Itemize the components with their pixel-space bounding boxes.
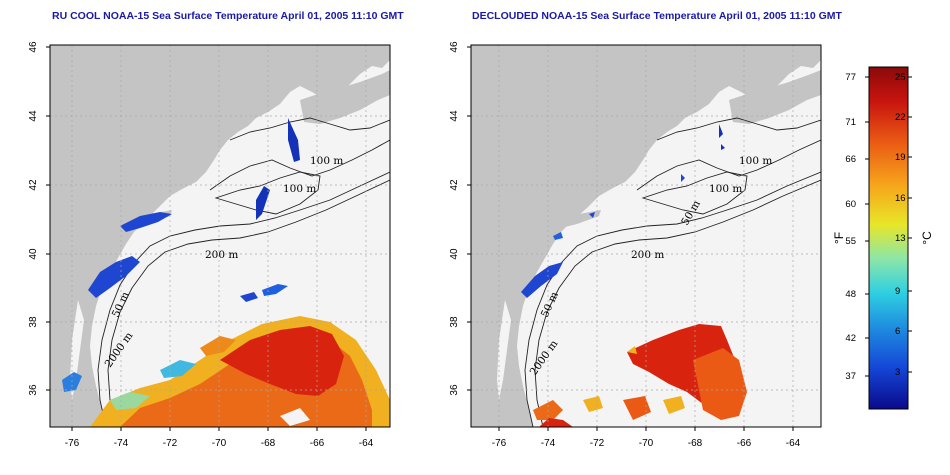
x-tick-label: -66 bbox=[310, 438, 325, 449]
x-tick-label: -76 bbox=[492, 438, 507, 449]
x-tick-label: -72 bbox=[163, 438, 178, 449]
celsius-tick-label: 22 bbox=[895, 112, 906, 123]
x-tick-label: -70 bbox=[639, 438, 654, 449]
x-tick-label: -74 bbox=[541, 438, 556, 449]
y-tick-label: 44 bbox=[449, 110, 460, 122]
y-tick-label: 38 bbox=[28, 316, 39, 328]
celsius-tick-label: 13 bbox=[895, 233, 906, 244]
left-map-panel: RU COOL NOAA-15 Sea Surface Temperature … bbox=[0, 0, 420, 475]
fahrenheit-tick-label: 55 bbox=[845, 236, 856, 247]
y-tick-label: 40 bbox=[449, 248, 460, 260]
contour-label-100m-north: 100 m bbox=[739, 155, 772, 167]
y-tick-label: 42 bbox=[449, 179, 460, 191]
contour-label-200m: 200 m bbox=[205, 249, 238, 261]
nova-scotia bbox=[300, 70, 390, 124]
celsius-unit-label: °C bbox=[920, 231, 934, 245]
y-tick-label: 42 bbox=[28, 179, 39, 191]
contour-label-100m-north: 100 m bbox=[310, 155, 343, 167]
fahrenheit-tick-label: 60 bbox=[845, 199, 856, 210]
fahrenheit-tick-label: 42 bbox=[845, 333, 856, 344]
right-map-svg: 100 m 100 m 50 m 200 m 50 m 2000 m -76 -… bbox=[449, 41, 934, 449]
right-map-panel: DECLOUDED NOAA-15 Sea Surface Temperatur… bbox=[423, 0, 950, 475]
x-tick-label: -76 bbox=[65, 438, 80, 449]
land-mass bbox=[50, 45, 390, 427]
celsius-tick-label: 6 bbox=[895, 326, 900, 337]
celsius-tick-label: 25 bbox=[895, 72, 906, 83]
map-frame bbox=[49, 44, 391, 428]
sst-cold-patches bbox=[521, 124, 725, 298]
temperature-colorbar: 77 71 66 60 55 48 42 37 25 22 19 16 13 9… bbox=[832, 66, 934, 410]
celsius-tick-label: 9 bbox=[895, 286, 900, 297]
x-tick-label: -68 bbox=[688, 438, 703, 449]
sst-warm-patches bbox=[90, 316, 390, 427]
y-tick-label: 36 bbox=[449, 384, 460, 396]
y-tick-label: 46 bbox=[28, 41, 39, 53]
land-mass bbox=[471, 45, 821, 427]
long-island bbox=[549, 210, 601, 230]
x-tick-label: -66 bbox=[737, 438, 752, 449]
celsius-tick-label: 3 bbox=[895, 367, 900, 378]
celsius-tick-label: 16 bbox=[895, 193, 906, 204]
fahrenheit-tick-label: 66 bbox=[845, 154, 856, 165]
fahrenheit-tick-label: 77 bbox=[845, 72, 856, 83]
y-tick-label: 36 bbox=[28, 384, 39, 396]
contour-label-100m-bank: 100 m bbox=[709, 183, 742, 195]
left-map-svg: 100 m 100 m 200 m 50 m 2000 m -76 -74 -7… bbox=[28, 41, 391, 449]
y-tick-label: 46 bbox=[449, 41, 460, 53]
x-tick-label: -70 bbox=[212, 438, 227, 449]
left-map-title: RU COOL NOAA-15 Sea Surface Temperature … bbox=[52, 10, 404, 22]
y-tick-label: 44 bbox=[28, 110, 39, 122]
fahrenheit-tick-label: 37 bbox=[845, 371, 856, 382]
x-tick-label: -68 bbox=[261, 438, 276, 449]
fahrenheit-tick-label: 48 bbox=[845, 289, 856, 300]
celsius-tick-label: 19 bbox=[895, 152, 906, 163]
y-tick-label: 40 bbox=[28, 248, 39, 260]
right-map-title: DECLOUDED NOAA-15 Sea Surface Temperatur… bbox=[472, 10, 842, 22]
nova-scotia bbox=[729, 70, 821, 124]
x-tick-label: -64 bbox=[359, 438, 374, 449]
sst-warm-patches bbox=[533, 324, 747, 427]
map-grid bbox=[50, 45, 390, 427]
contour-label-100m-bank: 100 m bbox=[283, 183, 316, 195]
fahrenheit-tick-label: 71 bbox=[845, 117, 856, 128]
x-tick-label: -72 bbox=[590, 438, 605, 449]
y-tick-label: 38 bbox=[449, 316, 460, 328]
x-tick-label: -64 bbox=[786, 438, 801, 449]
map-grid bbox=[471, 45, 821, 427]
contour-label-200m: 200 m bbox=[631, 249, 664, 261]
fahrenheit-unit-label: °F bbox=[832, 232, 846, 244]
colorbar-gradient bbox=[868, 66, 909, 410]
x-tick-label: -74 bbox=[114, 438, 129, 449]
